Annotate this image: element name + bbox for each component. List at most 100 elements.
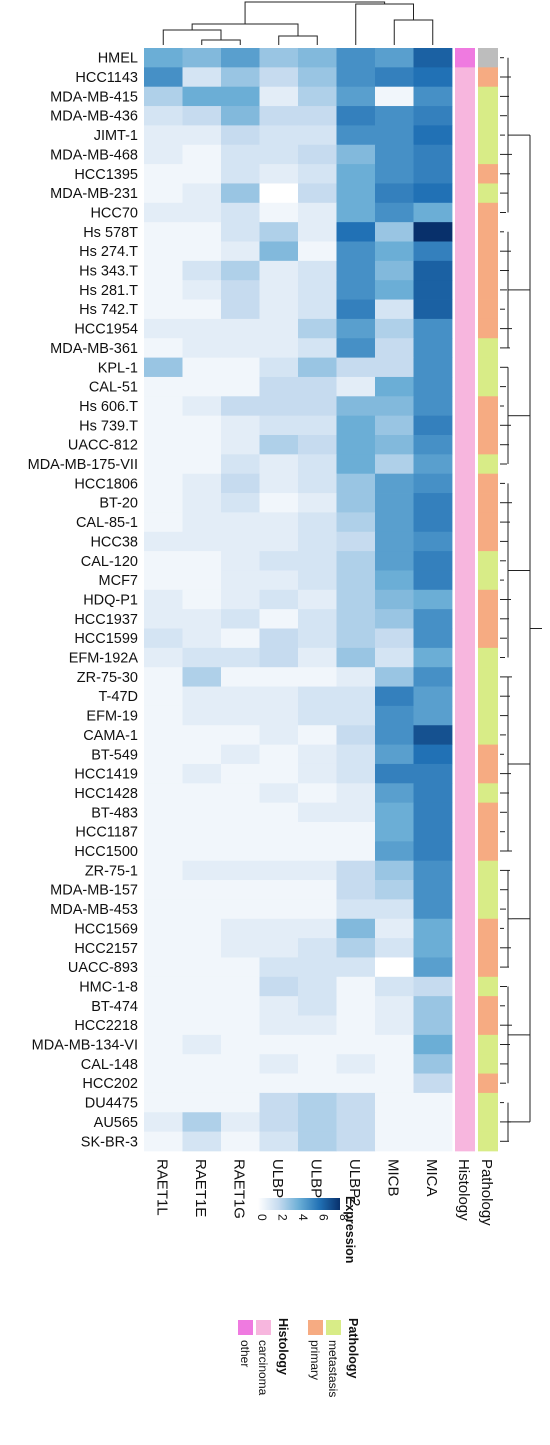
heatmap-cell (298, 531, 337, 552)
heatmap-cell (144, 976, 183, 997)
heatmap-cell (221, 1034, 260, 1055)
pathology-cell (478, 938, 498, 958)
heatmap-cell (144, 376, 183, 397)
dendrogram-branch (162, 29, 222, 45)
heatmap-cell (144, 222, 183, 242)
pathology-cell (478, 647, 498, 668)
heatmap-cell (259, 67, 299, 88)
heatmap-cell (413, 589, 453, 610)
heatmap-cell (375, 647, 414, 668)
row-label: MDA-MB-468 (50, 147, 138, 163)
heatmap-cell (413, 1092, 453, 1113)
heatmap-cell (375, 667, 414, 687)
heatmap-cell (298, 899, 337, 920)
heatmap-cell (336, 1131, 376, 1152)
heatmap-cell (375, 396, 414, 417)
pathology-legend-title: Pathology (346, 1318, 360, 1378)
row-label: HCC1187 (75, 825, 138, 841)
heatmap-cell (413, 647, 453, 668)
heatmap-cell (144, 609, 183, 629)
heatmap-cell (221, 512, 260, 533)
heatmap-cell (298, 918, 337, 939)
histology-cell (455, 318, 475, 339)
heatmap-cell (413, 822, 453, 842)
heatmap-cell (375, 376, 414, 397)
expression-tick: 8 (337, 1214, 351, 1221)
histology-cell (455, 802, 475, 823)
pathology-cell (478, 1034, 498, 1055)
heatmap-cell (259, 299, 299, 320)
heatmap-cell (336, 880, 376, 900)
heatmap-cell (375, 1112, 414, 1132)
heatmap-cell (413, 164, 453, 184)
heatmap-cell (336, 1034, 376, 1055)
heatmap-cell (182, 125, 222, 146)
heatmap-cell (182, 396, 222, 417)
pathology-cell (478, 1015, 498, 1036)
heatmap-cell (298, 628, 337, 649)
heatmap-cell (144, 647, 183, 668)
heatmap-cell (182, 241, 222, 262)
heatmap-cell (182, 880, 222, 900)
pathology-cell (478, 1092, 498, 1113)
heatmap-cell (221, 473, 260, 494)
heatmap-cell (182, 822, 222, 842)
heatmap-cell (375, 551, 414, 571)
heatmap-cell (413, 1112, 453, 1132)
heatmap-cell (259, 744, 299, 765)
heatmap-cell (413, 976, 453, 997)
heatmap-cell (144, 299, 183, 320)
heatmap-cell (259, 996, 299, 1016)
row-label: BT-483 (91, 805, 138, 821)
heatmap-cell (221, 938, 260, 958)
row-label: HCC1954 (74, 322, 138, 338)
heatmap-cell (375, 957, 414, 978)
heatmap-cell (182, 628, 222, 649)
dendrogram-branch (244, 1, 386, 24)
pathology-cell (478, 396, 498, 417)
row-label: T-47D (99, 689, 139, 705)
heatmap-cell (259, 1112, 299, 1132)
heatmap-cell (413, 899, 453, 920)
heatmap-cell (182, 164, 222, 184)
row-label: SK-BR-3 (81, 1134, 138, 1150)
pathology-cell (478, 106, 498, 126)
histology-cell (455, 48, 475, 68)
row-label: MDA-MB-453 (50, 902, 138, 918)
heatmap-cell (336, 1054, 376, 1074)
heatmap-cell (375, 222, 414, 242)
heatmap-cell (182, 841, 222, 862)
heatmap-cell (259, 647, 299, 668)
histology-cell (455, 938, 475, 958)
heatmap-cell (144, 48, 183, 68)
heatmap-cell (413, 67, 453, 88)
heatmap-cell (144, 67, 183, 88)
heatmap-cell (221, 338, 260, 358)
heatmap-cell (336, 860, 376, 881)
pathology-cell (478, 280, 498, 300)
heatmap-cell (259, 880, 299, 900)
heatmap-cell (298, 435, 337, 455)
heatmap-cell (375, 415, 414, 436)
pathology-cell (478, 609, 498, 629)
row-label: Hs 281.T (79, 283, 138, 299)
heatmap-cell (413, 667, 453, 687)
heatmap-cell (336, 531, 376, 552)
heatmap-cell (336, 1092, 376, 1113)
heatmap-cell (182, 48, 222, 68)
heatmap-cell (336, 164, 376, 184)
heatmap-cell (336, 435, 376, 455)
row-label: AU565 (94, 1115, 138, 1131)
pathology-cell (478, 763, 498, 784)
histology-cell (455, 493, 475, 513)
row-label: CAL-148 (81, 1057, 138, 1073)
heatmap-cell (221, 918, 260, 939)
pathology-cell (478, 318, 498, 339)
histology-cell (455, 976, 475, 997)
heatmap-cell (336, 183, 376, 204)
heatmap-cell (413, 1073, 453, 1094)
pathology-cell (478, 725, 498, 745)
heatmap-cell (259, 938, 299, 958)
heatmap-cell (413, 125, 453, 146)
row-label: CAMA-1 (83, 728, 138, 744)
